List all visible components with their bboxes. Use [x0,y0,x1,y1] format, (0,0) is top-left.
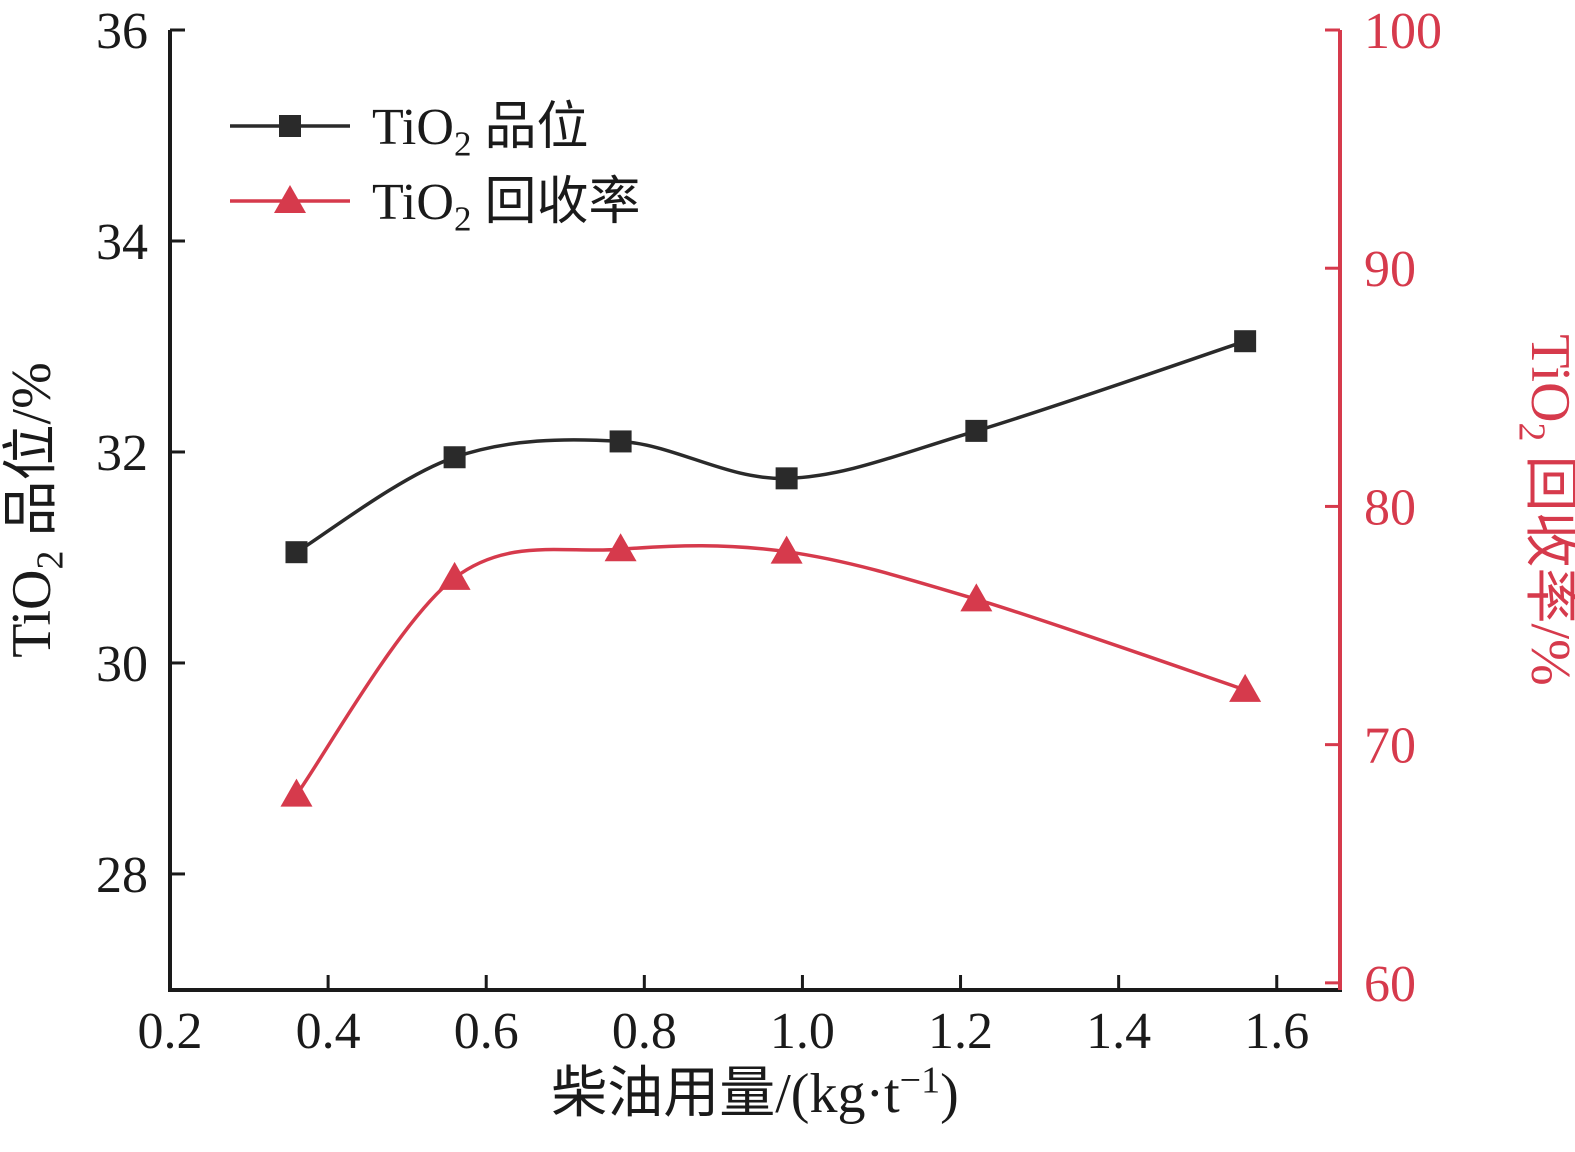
right-tick-label: 100 [1364,3,1442,60]
x-tick-label: 1.0 [770,1003,835,1060]
square-marker [775,467,798,490]
left-tick-label: 34 [96,214,148,271]
x-tick-label: 0.8 [612,1003,677,1060]
left-tick-label: 30 [96,636,148,693]
series-recovery [280,533,1262,807]
square-marker [965,419,988,442]
x-tick-label: 0.4 [296,1003,361,1060]
series-grade [285,330,1257,564]
series-line [294,543,1247,797]
axes [168,30,1342,992]
legend-square-marker [279,115,301,137]
right-tick-label: 60 [1364,956,1416,1013]
legend-item: TiO2 回收率 [230,174,640,238]
left-tick-label: 36 [96,3,148,60]
x-tick-label: 1.2 [928,1003,993,1060]
legend: TiO2 品位 TiO2 回收率 [230,99,640,238]
square-marker [609,430,632,453]
x-tick-label: 0.6 [454,1003,519,1060]
x-axis: 0.2 0.4 0.6 0.8 1.0 1.2 1.4 1.6 [138,975,1309,1060]
triangle-marker [770,535,803,564]
triangle-marker [1229,673,1262,702]
square-marker [443,446,466,469]
right-tick-label: 70 [1364,718,1416,775]
x-tick-label: 1.4 [1086,1003,1151,1060]
triangle-marker [960,583,993,612]
left-axis: 28 30 32 34 36 [96,3,185,904]
legend-item: TiO2 品位 [230,99,588,163]
x-tick-label: 1.6 [1244,1003,1309,1060]
right-tick-label: 80 [1364,479,1416,536]
triangle-marker [604,533,637,562]
right-axis-title: TiO2 回收率/% [1511,334,1575,685]
x-axis-title: 柴油用量/(kg·t−1) [551,1059,959,1125]
legend-triangle-marker [274,185,306,213]
left-tick-label: 28 [96,847,148,904]
legend-label: TiO2 品位 [372,99,588,163]
triangle-marker [438,561,471,590]
series-line [294,339,1247,554]
square-marker [285,541,308,564]
right-axis: 60 70 80 90 100 [1325,3,1442,1013]
left-axis-title: TiO2 品位/% [1,362,71,657]
square-marker [1234,330,1257,353]
left-tick-label: 32 [96,425,148,482]
x-tick-label: 0.2 [138,1003,203,1060]
right-tick-label: 90 [1364,241,1416,298]
triangle-marker [280,778,313,807]
legend-label: TiO2 回收率 [372,174,640,238]
